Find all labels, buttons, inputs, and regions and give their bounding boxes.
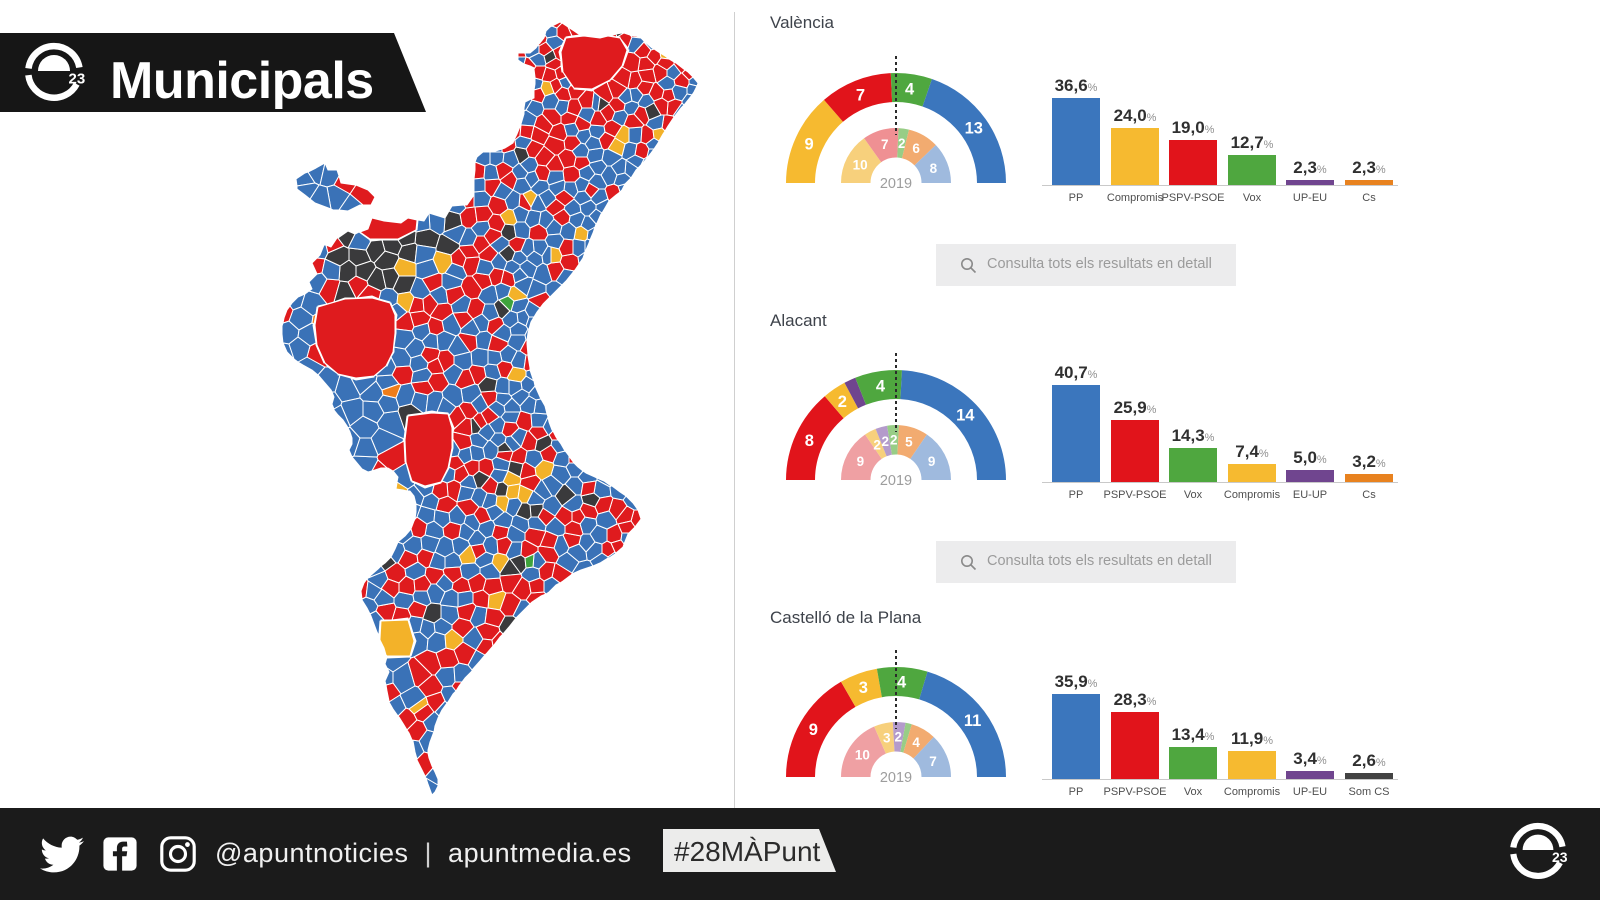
svg-text:8: 8 bbox=[930, 161, 938, 176]
svg-text:2: 2 bbox=[898, 136, 906, 151]
svg-text:4: 4 bbox=[897, 674, 907, 692]
svg-text:5: 5 bbox=[905, 435, 913, 450]
svg-text:23: 23 bbox=[1552, 849, 1568, 865]
svg-text:Municipals: Municipals bbox=[110, 52, 374, 110]
svg-text:4: 4 bbox=[905, 80, 915, 98]
svg-text:11: 11 bbox=[964, 712, 981, 730]
svg-text:2019: 2019 bbox=[880, 176, 912, 192]
svg-text:10: 10 bbox=[855, 748, 870, 763]
svg-text:14: 14 bbox=[956, 406, 975, 424]
svg-text:7: 7 bbox=[881, 137, 889, 152]
svg-text:3: 3 bbox=[883, 731, 891, 746]
svg-text:9: 9 bbox=[928, 454, 936, 469]
svg-text:4: 4 bbox=[876, 378, 886, 396]
svg-text:2: 2 bbox=[890, 433, 898, 448]
svg-text:7: 7 bbox=[929, 754, 937, 769]
svg-text:10: 10 bbox=[853, 157, 868, 172]
svg-text:2: 2 bbox=[873, 437, 881, 452]
svg-text:9: 9 bbox=[805, 135, 814, 153]
svg-text:2: 2 bbox=[838, 393, 847, 411]
svg-text:#28MÀPunt: #28MÀPunt bbox=[674, 836, 821, 867]
svg-text:6: 6 bbox=[912, 141, 920, 156]
svg-text:2019: 2019 bbox=[880, 473, 912, 489]
svg-text:23: 23 bbox=[69, 71, 86, 88]
svg-text:3: 3 bbox=[859, 679, 868, 697]
svg-text:13: 13 bbox=[965, 120, 983, 138]
svg-text:2: 2 bbox=[881, 434, 889, 449]
svg-text:9: 9 bbox=[857, 454, 865, 469]
svg-text:4: 4 bbox=[912, 735, 920, 750]
svg-text:2019: 2019 bbox=[880, 770, 912, 786]
svg-text:7: 7 bbox=[856, 86, 865, 104]
svg-text:8: 8 bbox=[805, 432, 814, 450]
svg-text:2: 2 bbox=[895, 730, 903, 745]
svg-text:9: 9 bbox=[809, 721, 818, 739]
